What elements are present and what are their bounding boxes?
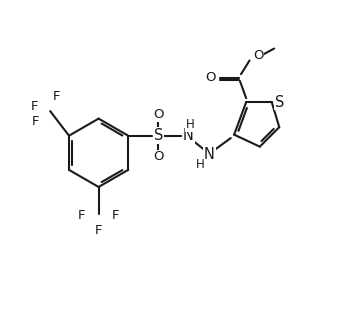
Text: S: S xyxy=(274,95,284,110)
Text: F: F xyxy=(53,90,60,103)
Text: O: O xyxy=(153,150,164,163)
Text: S: S xyxy=(154,128,163,143)
Text: F: F xyxy=(78,209,85,222)
Text: N: N xyxy=(204,147,215,162)
Text: F: F xyxy=(112,209,119,222)
Text: O: O xyxy=(253,49,263,62)
Text: H: H xyxy=(196,158,204,171)
Text: N: N xyxy=(183,128,194,143)
Text: F: F xyxy=(31,100,39,113)
Text: F: F xyxy=(32,115,40,128)
Text: O: O xyxy=(206,71,216,84)
Text: O: O xyxy=(153,108,164,121)
Text: H: H xyxy=(186,118,194,131)
Text: F: F xyxy=(95,224,102,237)
